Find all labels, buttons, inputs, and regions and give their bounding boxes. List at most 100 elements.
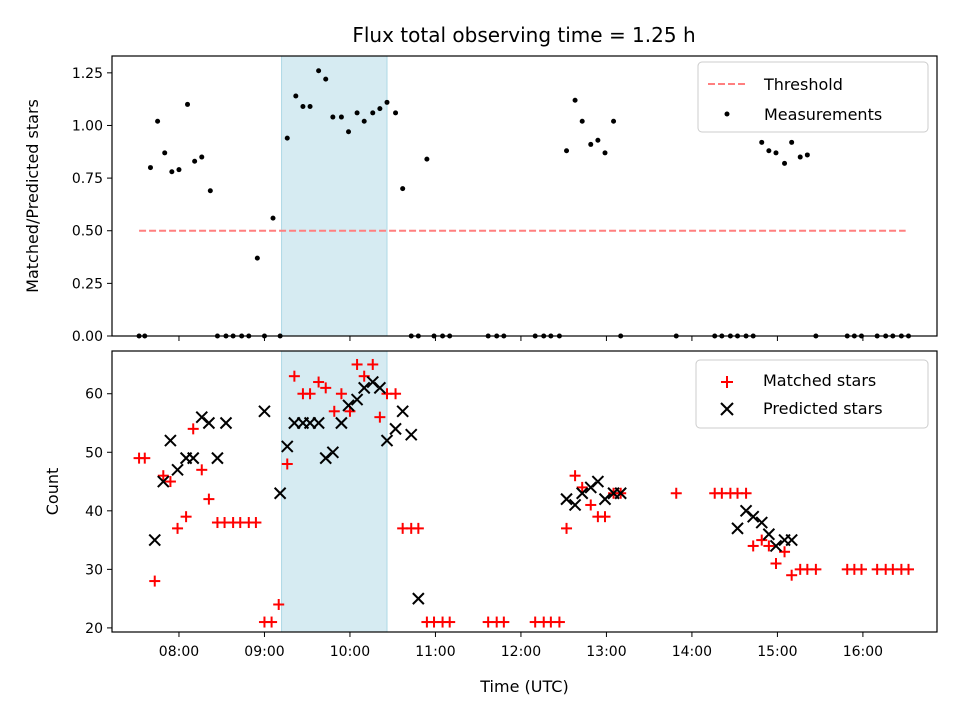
predicted-star-point (373, 381, 387, 395)
matched-star-point (747, 540, 759, 552)
measurement-point (162, 150, 168, 156)
measurement-point (323, 76, 329, 82)
predicted-star-point (342, 399, 355, 412)
predicted-star-point (187, 451, 200, 465)
predicted-star-point (560, 492, 573, 506)
predicted-star-point (405, 428, 418, 441)
measurement-point (804, 152, 810, 158)
measurement-point (361, 118, 367, 124)
matched-star-point (786, 569, 798, 581)
matched-star-point (203, 493, 215, 505)
measurement-point (797, 154, 803, 160)
measurement-point (759, 139, 765, 145)
matched-star-point (328, 405, 340, 417)
predicted-star-point (164, 434, 177, 447)
measurement-point (284, 135, 290, 141)
matched-star-point (810, 563, 822, 575)
x-tick-label: 16:00 (843, 644, 883, 660)
matched-star-point (304, 388, 316, 400)
measurement-point (185, 101, 191, 107)
y-tick-label: 1.00 (72, 118, 103, 134)
x-tick-label: 13:00 (586, 644, 626, 660)
matched-star-point (855, 563, 867, 575)
matched-star-point (903, 563, 915, 575)
ratio-legend-box (697, 61, 929, 133)
ratio-y-axis-label: Matched/Predicted stars (23, 99, 42, 293)
predicted-star-point (389, 422, 402, 436)
measurement-point (192, 158, 198, 164)
predicted-star-point (326, 446, 340, 459)
matched-star-point (157, 470, 169, 482)
matched-star-point (172, 522, 184, 534)
predicted-star-point (157, 475, 170, 488)
measurement-point (254, 255, 260, 261)
predicted-star-point (614, 487, 627, 500)
predicted-star-point (598, 492, 612, 506)
matched-star-point (273, 598, 285, 610)
y-tick-label: 50 (85, 445, 103, 461)
matched-star-point (756, 534, 768, 546)
y-tick-label: 40 (85, 504, 103, 520)
measurement-point (384, 99, 390, 105)
predicted-star-point (219, 416, 233, 430)
measurement-point (155, 118, 161, 124)
matched-star-point (351, 358, 363, 370)
measurement-point (595, 137, 601, 143)
y-tick-label: 0.50 (72, 224, 103, 240)
measurement-point (789, 139, 795, 145)
y-tick-label: 1.25 (72, 66, 103, 82)
shaded-interval-top (281, 55, 388, 337)
count-panel-frame (111, 350, 938, 633)
predicted-stars-points (148, 375, 798, 605)
predicted-star-point (396, 405, 409, 418)
matched-star-point (561, 522, 573, 534)
measurement-point (602, 150, 608, 156)
matched-star-point (770, 558, 782, 570)
y-tick-label: 30 (85, 562, 103, 578)
x-tick-label: 11:00 (415, 644, 455, 660)
predicted-star-point (350, 393, 364, 406)
predicted-star-point (731, 522, 744, 535)
measurement-point (400, 186, 406, 192)
matched-star-point (599, 511, 611, 523)
measurement-point (270, 215, 276, 221)
y-tick-label: 0.75 (72, 171, 103, 187)
measurement-point (338, 114, 344, 120)
predicted-star-point (202, 416, 216, 430)
ratio-legend: Threshold Measurements (697, 61, 929, 133)
predicted-star-point (357, 381, 371, 395)
measurement-point (300, 104, 306, 110)
count-legend: Matched stars Predicted stars (695, 359, 929, 429)
legend-measurements-label: Measurements (764, 105, 882, 124)
legend-matched-label: Matched stars (763, 371, 876, 390)
legend-matched-swatch (721, 376, 733, 388)
predicted-star-point (568, 498, 582, 512)
measurement-point (579, 118, 585, 124)
predicted-star-point (335, 416, 348, 430)
matched-star-point (444, 616, 456, 628)
count-panel-y-ticks: 20 30 40 50 60 (85, 387, 112, 637)
ratio-panel-x-ticks (178, 336, 864, 341)
count-panel: 08:00 09:00 10:00 11:00 12:00 13:00 14:00 15:00… (43, 350, 938, 696)
matched-star-point (288, 370, 300, 382)
x-tick-label: 08:00 (159, 644, 199, 660)
predicted-star-point (148, 533, 161, 547)
matched-star-point (320, 382, 332, 394)
legend-measurements-swatch (724, 111, 730, 117)
matched-star-point (335, 388, 347, 400)
measurement-point (199, 154, 205, 160)
measurement-point (330, 114, 336, 120)
measurement-point (766, 148, 772, 154)
measurement-point (370, 110, 376, 116)
measurement-point (564, 148, 570, 154)
measurement-point (393, 110, 399, 116)
y-tick-label: 0.25 (72, 276, 103, 292)
measurement-point (346, 129, 352, 135)
matched-stars-points (133, 358, 915, 628)
matched-star-point (553, 616, 565, 628)
matched-star-point (250, 517, 262, 529)
legend-predicted-label: Predicted stars (763, 399, 883, 418)
measurement-point (782, 160, 788, 166)
legend-threshold-label: Threshold (763, 75, 843, 94)
